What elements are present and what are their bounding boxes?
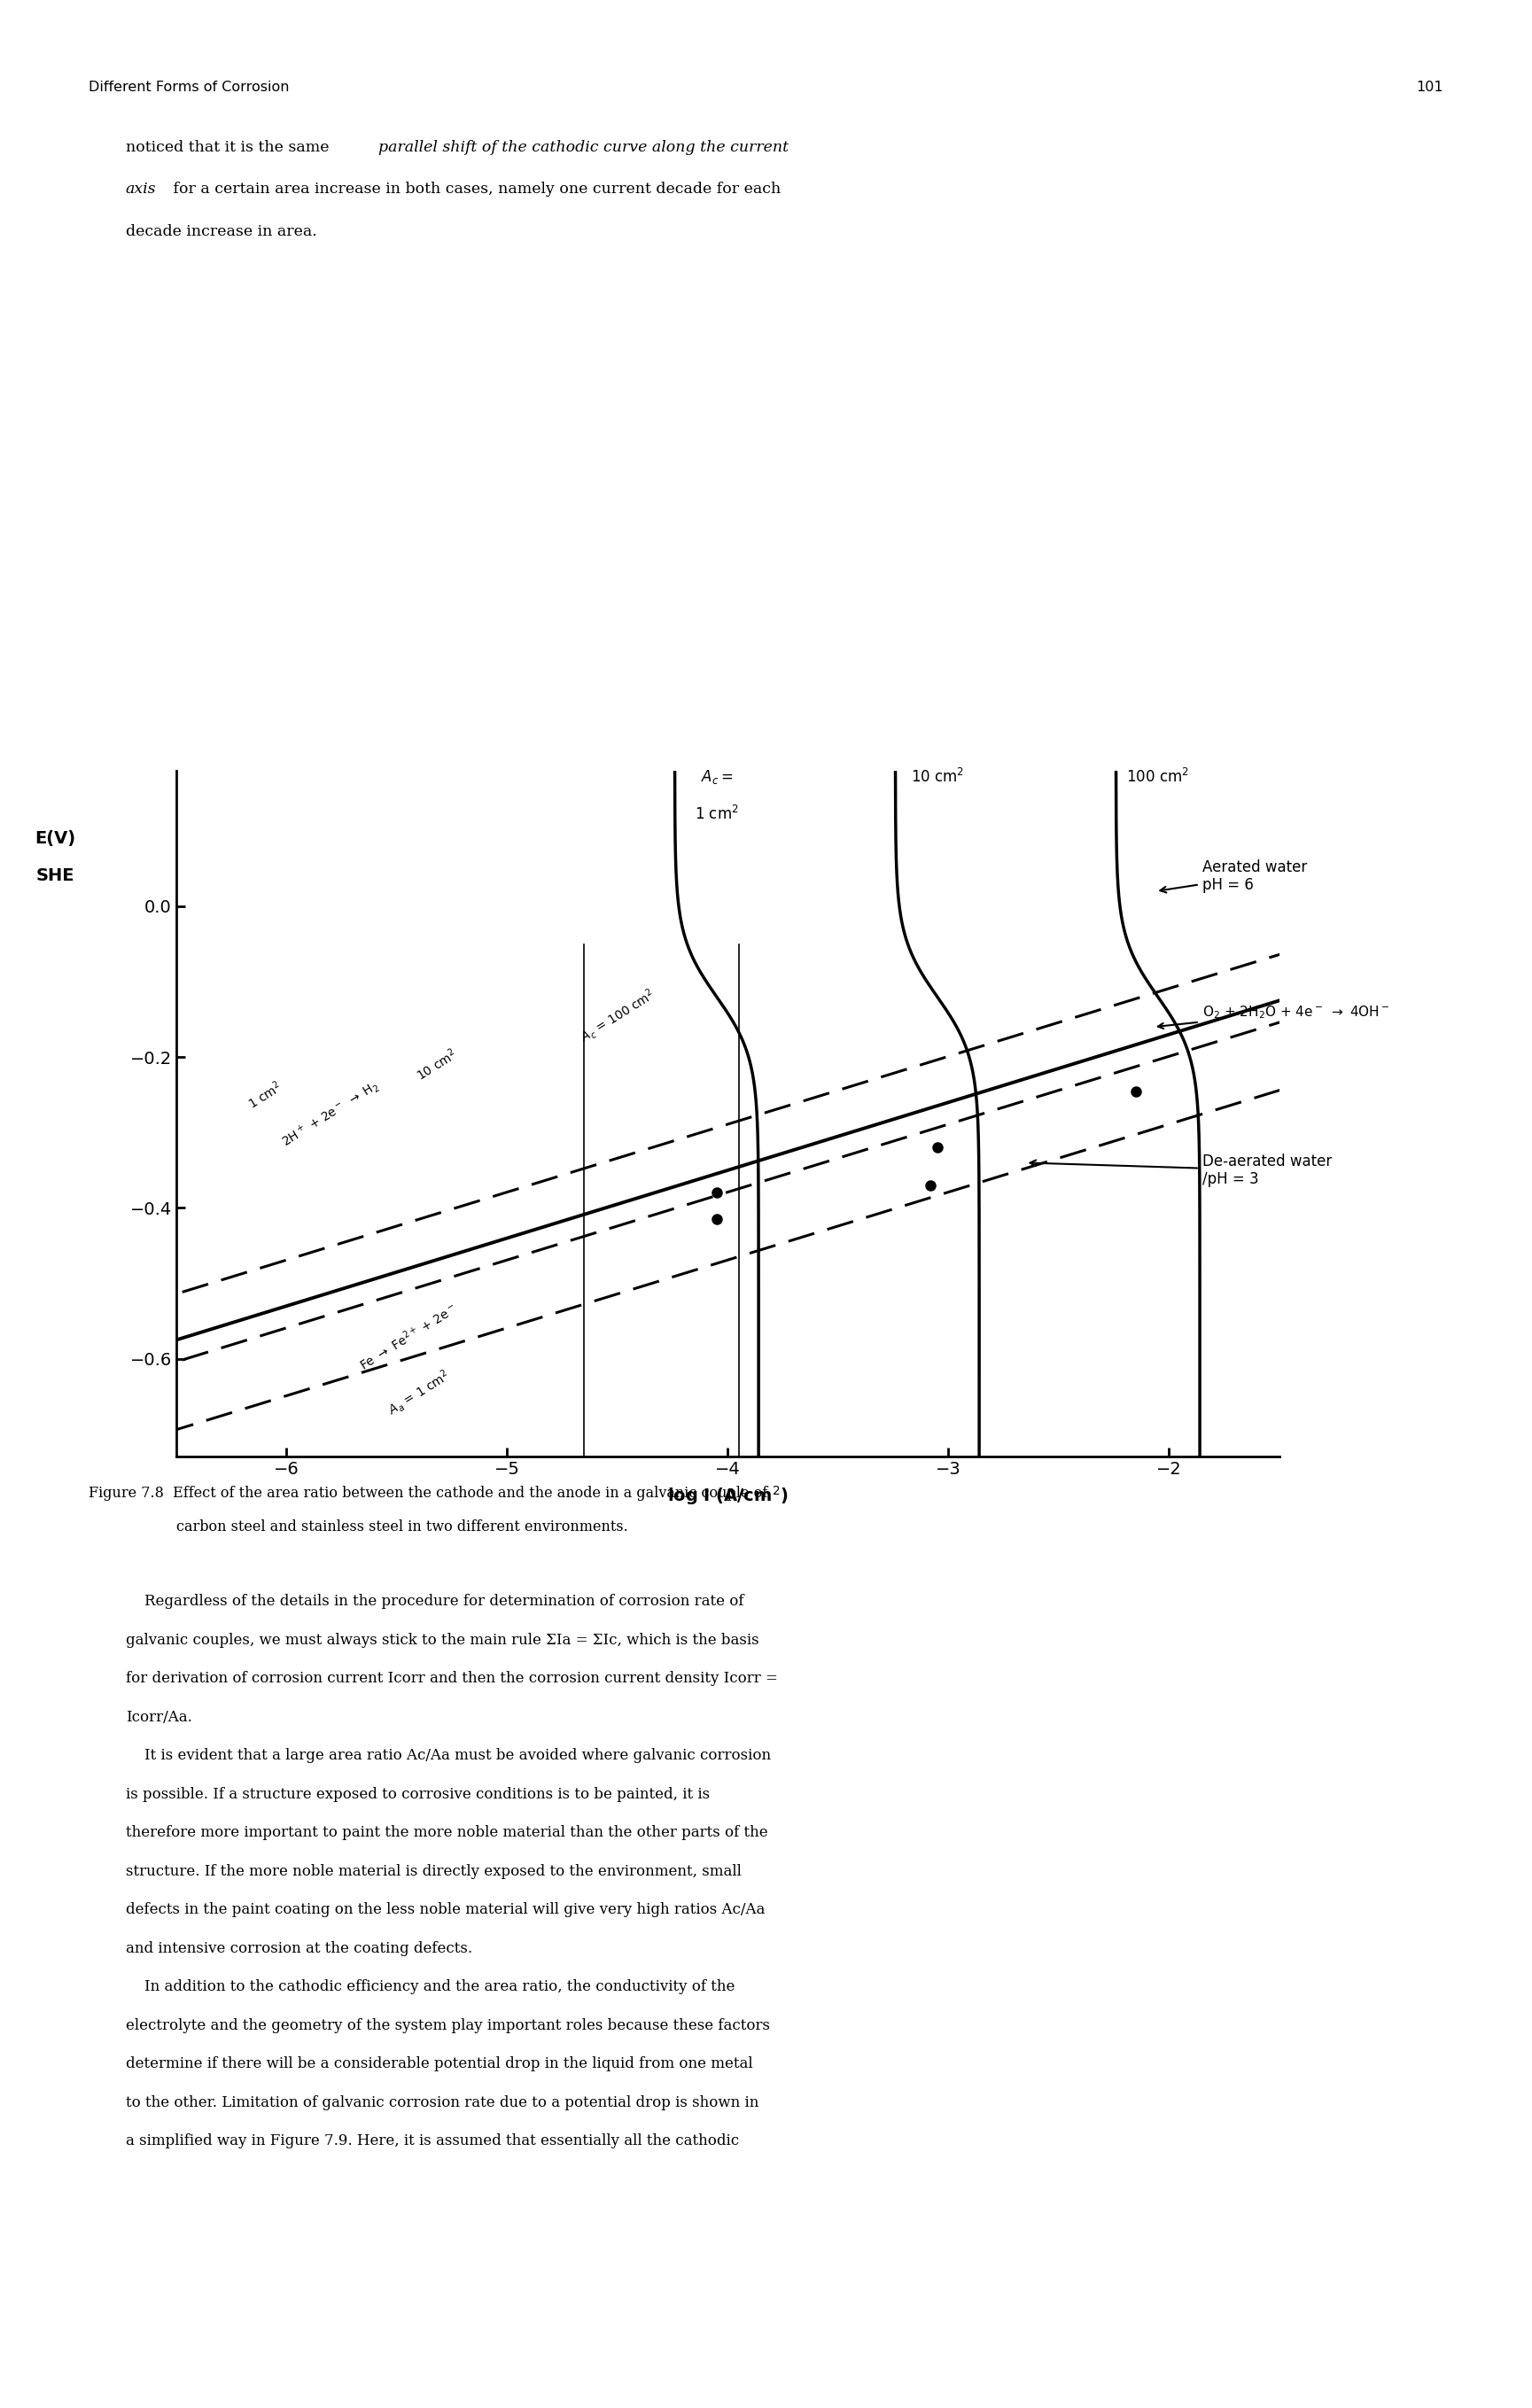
Text: decade increase in area.: decade increase in area. (126, 224, 317, 238)
Text: $A_c =$: $A_c =$ (700, 768, 732, 785)
Text: 1 cm$^2$: 1 cm$^2$ (245, 1079, 285, 1112)
Text: It is evident that a large area ratio Ac/Aa must be avoided where galvanic corro: It is evident that a large area ratio Ac… (126, 1748, 771, 1763)
Text: determine if there will be a considerable potential drop in the liquid from one : determine if there will be a considerabl… (126, 2056, 752, 2071)
Text: therefore more important to paint the more noble material than the other parts o: therefore more important to paint the mo… (126, 1825, 768, 1840)
Text: a simplified way in Figure 7.9. Here, it is assumed that essentially all the cat: a simplified way in Figure 7.9. Here, it… (126, 2133, 738, 2148)
Text: 2H$^+$ + 2e$^-$ $\rightarrow$ H$_2$: 2H$^+$ + 2e$^-$ $\rightarrow$ H$_2$ (279, 1076, 383, 1151)
Text: 10 cm$^2$: 10 cm$^2$ (910, 768, 964, 785)
Text: is possible. If a structure exposed to corrosive conditions is to be painted, it: is possible. If a structure exposed to c… (126, 1787, 709, 1801)
Text: Regardless of the details in the procedure for determination of corrosion rate o: Regardless of the details in the procedu… (126, 1594, 743, 1609)
Text: Fe $\rightarrow$ Fe$^{2+}$ + 2e$^-$: Fe $\rightarrow$ Fe$^{2+}$ + 2e$^-$ (355, 1300, 460, 1373)
X-axis label: log I (A/cm$^2$): log I (A/cm$^2$) (668, 1483, 787, 1507)
Text: electrolyte and the geometry of the system play important roles because these fa: electrolyte and the geometry of the syst… (126, 2018, 769, 2032)
Text: galvanic couples, we must always stick to the main rule ΣIa = ΣIc, which is the : galvanic couples, we must always stick t… (126, 1633, 758, 1647)
Text: structure. If the more noble material is directly exposed to the environment, sm: structure. If the more noble material is… (126, 1864, 741, 1878)
Text: axis: axis (126, 181, 156, 197)
Text: Aerated water
pH = 6: Aerated water pH = 6 (1160, 860, 1307, 893)
Text: SHE: SHE (35, 867, 74, 884)
Text: 10 cm$^2$: 10 cm$^2$ (414, 1045, 460, 1084)
Text: parallel shift of the cathodic curve along the current: parallel shift of the cathodic curve alo… (378, 140, 789, 154)
Text: 1 cm$^2$: 1 cm$^2$ (694, 807, 738, 824)
Text: noticed that it is the same: noticed that it is the same (126, 140, 334, 154)
Text: 101: 101 (1416, 79, 1443, 94)
Text: O$_2$ + 2H$_2$O + 4e$^-$ $\rightarrow$ 4OH$^-$: O$_2$ + 2H$_2$O + 4e$^-$ $\rightarrow$ 4… (1158, 1004, 1390, 1028)
Text: carbon steel and stainless steel in two different environments.: carbon steel and stainless steel in two … (176, 1519, 628, 1534)
Text: E(V): E(V) (34, 831, 75, 848)
Text: $A_c$ = 100 cm$^2$: $A_c$ = 100 cm$^2$ (576, 985, 659, 1045)
Text: and intensive corrosion at the coating defects.: and intensive corrosion at the coating d… (126, 1941, 472, 1955)
Text: to the other. Limitation of galvanic corrosion rate due to a potential drop is s: to the other. Limitation of galvanic cor… (126, 2095, 758, 2109)
Text: Different Forms of Corrosion: Different Forms of Corrosion (89, 79, 290, 94)
Text: Figure 7.8  Effect of the area ratio between the cathode and the anode in a galv: Figure 7.8 Effect of the area ratio betw… (89, 1486, 768, 1500)
Text: defects in the paint coating on the less noble material will give very high rati: defects in the paint coating on the less… (126, 1902, 764, 1917)
Text: $A_a$ = 1 cm$^2$: $A_a$ = 1 cm$^2$ (385, 1365, 453, 1418)
Text: for a certain area increase in both cases, namely one current decade for each: for a certain area increase in both case… (169, 181, 781, 197)
Text: De-aerated water
/pH = 3: De-aerated water /pH = 3 (1030, 1153, 1331, 1187)
Text: for derivation of corrosion current Icorr and then the corrosion current density: for derivation of corrosion current Icor… (126, 1671, 778, 1686)
Text: In addition to the cathodic efficiency and the area ratio, the conductivity of t: In addition to the cathodic efficiency a… (126, 1979, 735, 1994)
Text: 100 cm$^2$: 100 cm$^2$ (1126, 768, 1189, 785)
Text: Icorr/Aa.: Icorr/Aa. (126, 1710, 192, 1724)
